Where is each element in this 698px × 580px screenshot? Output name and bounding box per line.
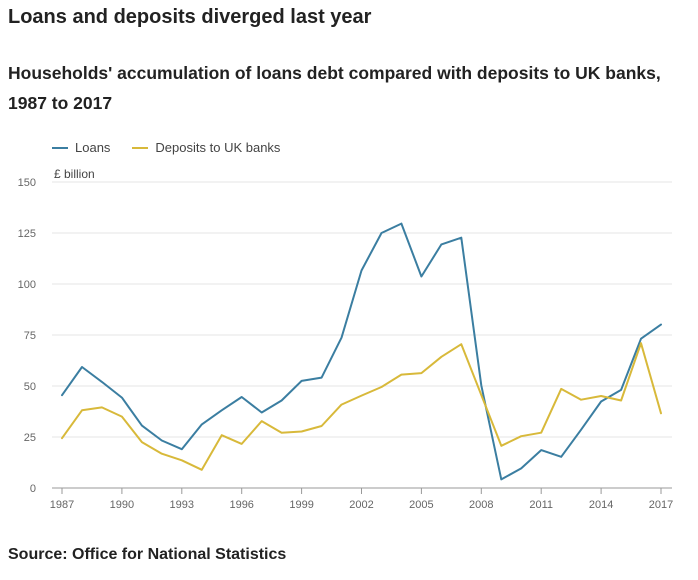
y-tick-labels: 0 25 50 75 100 125 150 (18, 177, 36, 495)
x-tick-labels: 1987 1990 1993 1996 1999 2002 2005 2008 2011 2014… (50, 488, 673, 511)
x-tick-label: 2008 (469, 499, 493, 511)
x-tick-label: 1993 (170, 499, 194, 511)
x-tick-label: 1990 (110, 499, 134, 511)
x-tick-label: 1996 (229, 499, 253, 511)
legend-swatch-loans (52, 146, 68, 149)
y-tick-label: 0 (30, 483, 36, 495)
legend-label-deposits: Deposits to UK banks (155, 140, 281, 155)
x-tick-label: 2017 (649, 499, 673, 511)
x-tick-label: 2014 (589, 499, 613, 511)
series-lines (61, 222, 662, 481)
source-note: Source: Office for National Statistics (8, 546, 287, 563)
legend-swatch-deposits (132, 146, 149, 149)
x-tick-label: 1987 (50, 499, 74, 511)
legend: Loans Deposits to UK banks (52, 140, 302, 155)
y-axis-label: £ billion (54, 167, 95, 181)
gridlines (52, 181, 672, 489)
legend-item-deposits: Deposits to UK banks (132, 140, 280, 155)
y-tick-label: 25 (24, 432, 36, 444)
y-tick-label: 125 (18, 228, 36, 240)
x-tick-label: 1999 (289, 499, 313, 511)
y-tick-label: 75 (24, 330, 36, 342)
y-tick-label: 50 (24, 381, 36, 393)
y-tick-label: 100 (18, 279, 36, 291)
chart-title: Households' accumulation of loans debt c… (8, 63, 661, 113)
x-tick-label: 2005 (409, 499, 433, 511)
x-tick-label: 2011 (529, 499, 553, 511)
series-line-loans (61, 222, 662, 481)
legend-item-loans: Loans (52, 140, 110, 155)
x-tick-label: 2002 (349, 499, 373, 511)
headline: Loans and deposits diverged last year (8, 6, 372, 28)
y-tick-label: 150 (18, 177, 36, 189)
line-chart: 0 25 50 75 100 125 150 1987 1990 1993 1996 1999 200… (18, 167, 674, 511)
series-line-deposits (61, 342, 662, 471)
legend-label-loans: Loans (75, 140, 111, 155)
